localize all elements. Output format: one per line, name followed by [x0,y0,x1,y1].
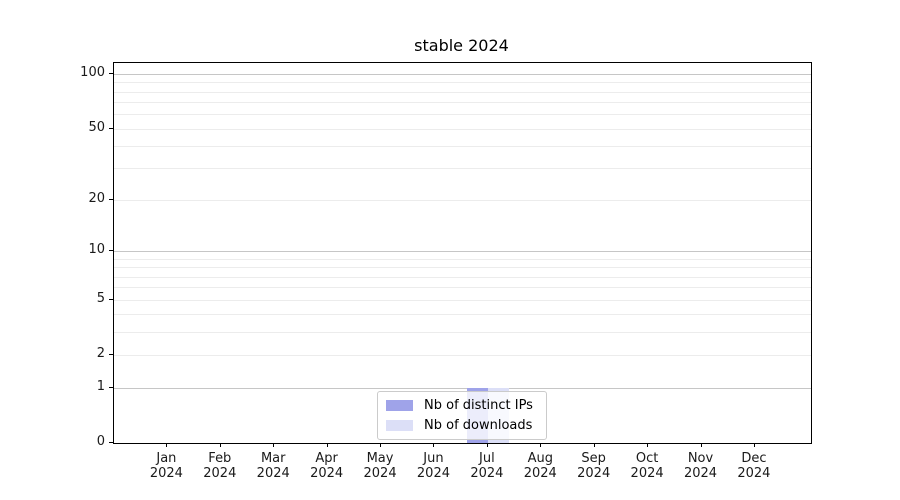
y-tick [109,250,113,252]
x-tick-label: May 2024 [349,451,411,481]
x-tick [647,443,649,447]
y-gridline-minor [114,299,811,301]
y-gridline-minor [114,332,811,334]
y-tick [109,127,113,129]
y-tick [109,298,113,300]
x-tick-year: 2024 [523,466,557,481]
y-tick-label: 100 [80,65,105,81]
x-tick-label: Jan 2024 [135,451,197,481]
x-tick-year: 2024 [149,466,183,481]
x-tick-year: 2024 [203,466,237,481]
y-gridline-minor [114,128,811,130]
y-gridline-minor [114,267,811,269]
y-tick [109,198,113,200]
x-tick [433,443,435,447]
y-gridline-minor [114,168,811,170]
legend-label-downloads: Nb of downloads [424,418,533,433]
y-gridline-minor [114,199,811,201]
y-gridline-minor [114,91,811,93]
legend-item-distinct-ips: Nb of distinct IPs [386,398,537,413]
y-tick-label: 5 [96,290,105,306]
plot-area [113,62,812,444]
x-tick-month: Jan [156,451,177,466]
x-tick-label: Apr 2024 [296,451,358,481]
y-gridline-minor [114,114,811,116]
y-gridline-minor [114,258,811,260]
x-tick-month: Nov [687,451,714,466]
x-tick-label: Mar 2024 [242,451,304,481]
x-tick [700,443,702,447]
y-gridline-minor [114,82,811,84]
y-gridline-major [114,251,811,253]
x-tick-label: Jul 2024 [456,451,518,481]
y-tick-label: 0 [96,434,105,449]
x-tick [219,443,221,447]
y-gridline-minor [114,355,811,357]
x-tick-year: 2024 [630,466,664,481]
x-tick [326,443,328,447]
x-tick [273,443,275,447]
x-tick-month: Aug [527,451,553,466]
y-gridline-major [114,74,811,76]
x-tick-month: Apr [315,451,338,466]
y-gridline-minor [114,314,811,316]
y-gridline-minor [114,146,811,148]
y-tick [109,386,113,388]
x-tick-year: 2024 [310,466,344,481]
x-tick [486,443,488,447]
x-tick [166,443,168,447]
legend-swatch-downloads [386,420,413,431]
x-tick-month: Jul [479,451,495,466]
x-tick-month: Jun [423,451,444,466]
x-tick [593,443,595,447]
x-tick-month: Feb [208,451,232,466]
y-tick-label: 10 [88,242,105,258]
x-tick [753,443,755,447]
x-tick [540,443,542,447]
x-tick-year: 2024 [416,466,450,481]
y-gridline-minor [114,276,811,278]
x-tick-label: Nov 2024 [670,451,732,481]
x-tick-label: Jun 2024 [402,451,464,481]
legend-label-distinct-ips: Nb of distinct IPs [424,398,533,413]
x-tick-month: Mar [260,451,286,466]
x-tick-year: 2024 [256,466,290,481]
x-tick-year: 2024 [577,466,611,481]
y-tick-label: 50 [88,119,105,135]
x-tick-year: 2024 [363,466,397,481]
chart-title: stable 2024 [414,36,509,55]
y-gridline-minor [114,102,811,104]
legend-swatch-distinct-ips [386,400,413,411]
x-tick-label: Dec 2024 [723,451,785,481]
y-gridline-major [114,387,811,389]
y-tick-label: 2 [96,346,105,362]
x-tick-month: May [366,451,394,466]
x-tick [380,443,382,447]
y-tick-label: 20 [88,190,105,206]
x-tick-month: Sep [581,451,606,466]
x-tick-year: 2024 [683,466,718,481]
x-tick-year: 2024 [470,466,504,481]
x-tick-label: Feb 2024 [189,451,251,481]
legend-item-downloads: Nb of downloads [386,418,537,433]
x-tick-label: Aug 2024 [509,451,571,481]
x-tick-month: Oct [635,451,659,466]
x-tick-year: 2024 [737,466,771,481]
x-tick-month: Dec [741,451,767,466]
legend: Nb of distinct IPs Nb of downloads [377,391,547,440]
y-gridline-minor [114,287,811,289]
y-tick [109,442,113,443]
x-tick-label: Sep 2024 [563,451,625,481]
x-tick-label: Oct 2024 [616,451,678,481]
y-tick [109,354,113,356]
y-tick-label: 1 [96,378,105,394]
y-tick [109,73,113,75]
